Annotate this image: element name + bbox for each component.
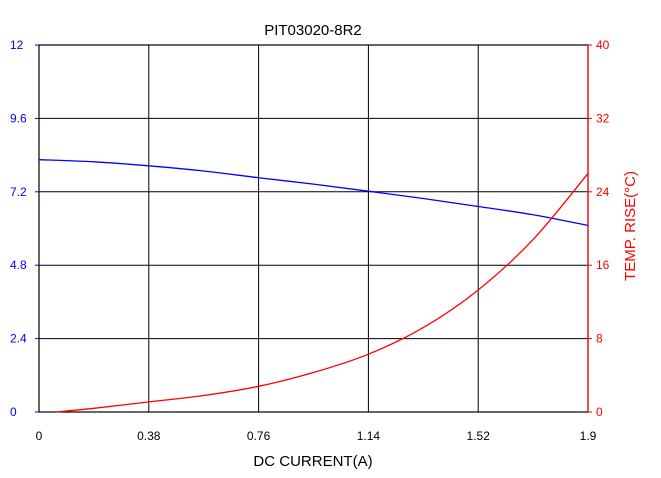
- grid: [38, 44, 589, 413]
- x-axis-label: DC CURRENT(A): [253, 453, 372, 470]
- right-y-tick-label: 40: [596, 38, 610, 52]
- x-tick-label: 0.76: [247, 429, 271, 443]
- left-y-tick-label: 12: [10, 38, 24, 52]
- x-tick-label: 0.38: [137, 429, 161, 443]
- left-y-tick-label: 0: [10, 405, 17, 419]
- left-y-tick-label: 2.4: [10, 332, 27, 346]
- chart-title: PIT03020-8R2: [264, 22, 362, 39]
- right-y-tick-label: 8: [596, 332, 603, 346]
- right-y-tick-label: 24: [596, 185, 610, 199]
- right-axis-label: TEMP. RISE(°C): [622, 171, 639, 281]
- inductance-line: [38, 159, 589, 227]
- right-y-tick-label: 16: [596, 258, 610, 272]
- left-y-tick-label: 7.2: [10, 185, 27, 199]
- right-y-tick-label: 0: [596, 405, 603, 419]
- ticks-group: 0 0.38 0.76 1.14 1.52 1.9 0 0 2.4 8 4.8 16 7.2 24 9.6 3…: [10, 38, 610, 443]
- x-tick-label: 1.52: [467, 429, 491, 443]
- x-tick-label: 1.9: [580, 429, 597, 443]
- left-y-tick-label: 4.8: [10, 258, 27, 272]
- temp-rise-line: [56, 173, 589, 413]
- x-tick-label: 0: [36, 429, 43, 443]
- x-tick-label: 1.14: [357, 429, 381, 443]
- plot-frame: [38, 44, 589, 413]
- left-y-tick-label: 9.6: [10, 111, 27, 125]
- right-y-tick-label: 32: [596, 111, 610, 125]
- series-group: [38, 159, 589, 413]
